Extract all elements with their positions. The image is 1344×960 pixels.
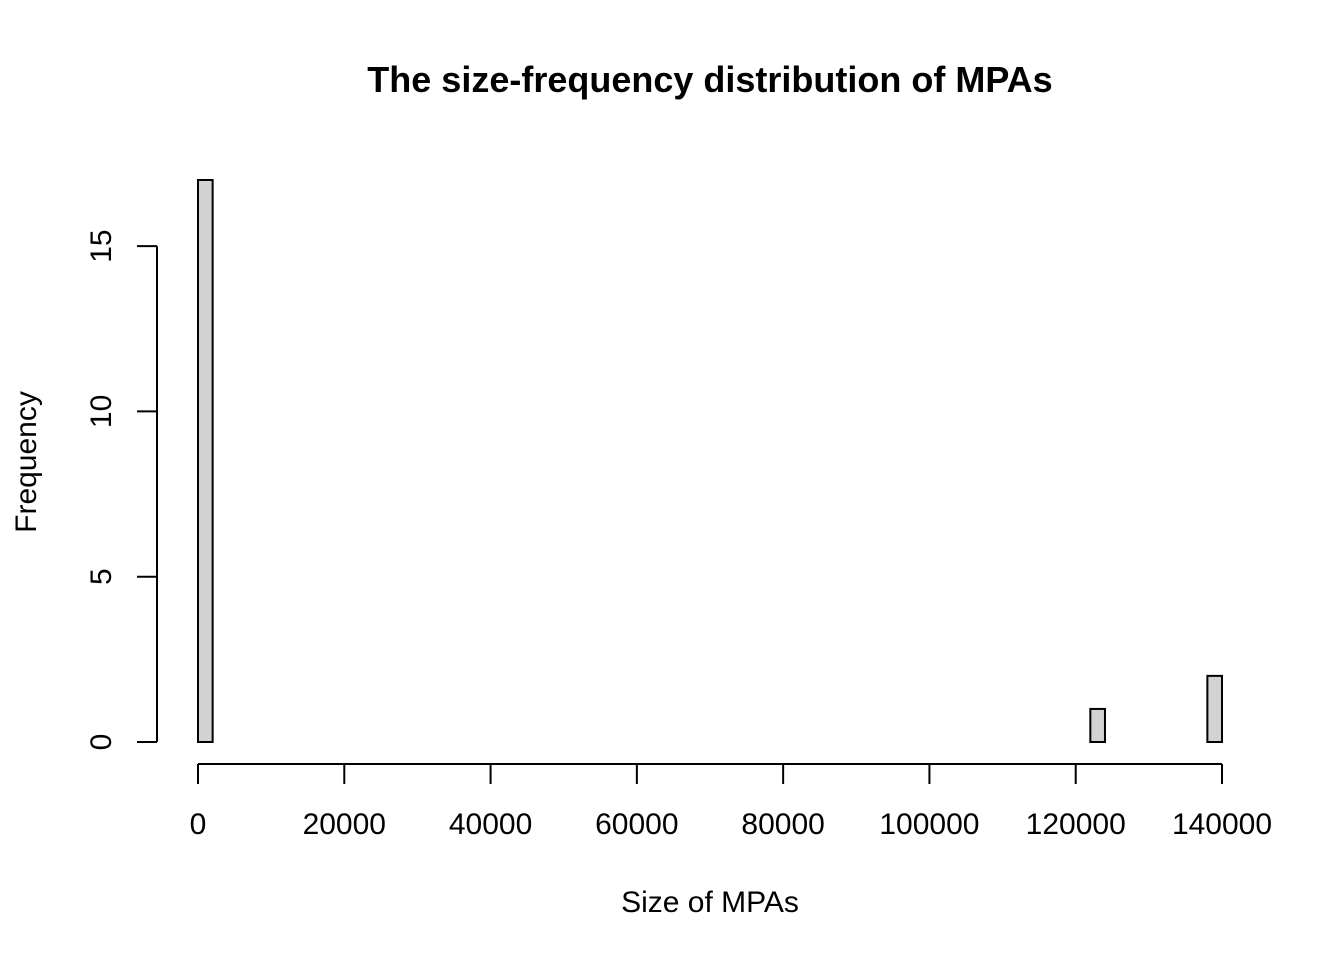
x-tick-label: 20000 (303, 808, 386, 841)
histogram-bar (1089, 707, 1106, 743)
x-tick-label: 0 (190, 808, 207, 841)
x-axis-label: Size of MPAs (621, 886, 799, 919)
x-tick-label: 60000 (595, 808, 678, 841)
histogram-bar (197, 179, 214, 743)
y-tick-label: 15 (85, 229, 118, 262)
histogram-bars (197, 179, 1224, 743)
y-axis-label: Frequency (10, 391, 43, 533)
x-tick-label: 100000 (879, 808, 979, 841)
y-tick-label: 0 (85, 734, 118, 751)
x-tick-label: 80000 (741, 808, 824, 841)
x-tick-label: 40000 (449, 808, 532, 841)
y-tick-label: 10 (85, 395, 118, 428)
x-tick-label: 140000 (1172, 808, 1272, 841)
x-axis: 0 20000 40000 60000 80000 100000 120000 140000 (190, 763, 1272, 841)
chart-title: The size-frequency distribution of MPAs (367, 59, 1052, 100)
y-tick-label: 5 (85, 568, 118, 585)
histogram-bar (1206, 674, 1224, 743)
x-tick-label: 120000 (1026, 808, 1126, 841)
y-axis: 0 5 10 15 (85, 229, 158, 751)
